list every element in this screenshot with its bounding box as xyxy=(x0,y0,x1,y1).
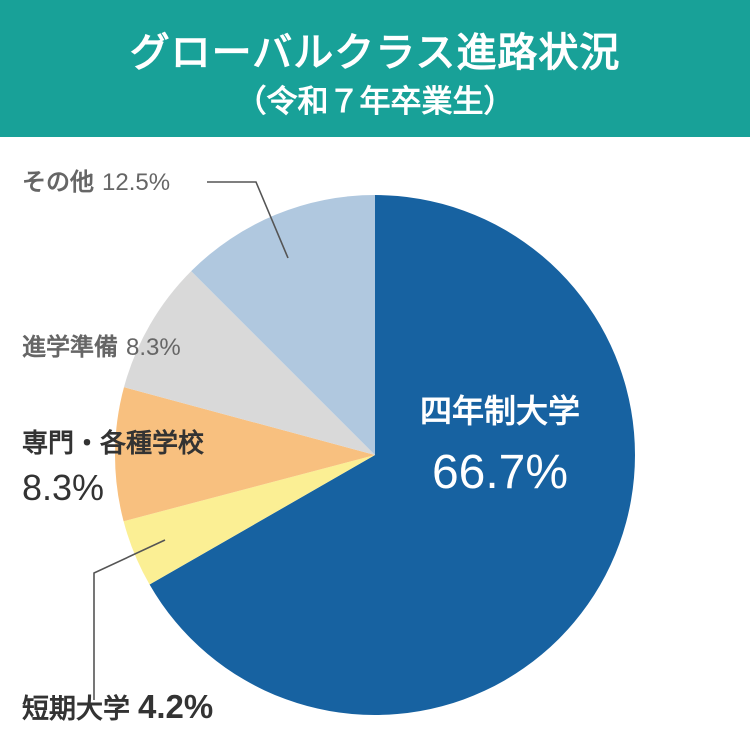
slice-label-university: 四年制大学 xyxy=(420,392,580,430)
value-label-junior-college: 4.2% xyxy=(138,688,213,725)
value-label-preparation: 8.3% xyxy=(126,334,181,361)
slice-label-vocational-school: 専門・各種学校 xyxy=(22,428,205,459)
value-label-other: 12.5% xyxy=(102,169,170,196)
category-label-preparation: 進学準備 xyxy=(22,333,118,361)
leader-line-other xyxy=(207,181,289,259)
title-banner xyxy=(0,0,750,137)
pie-slice-vocational-school xyxy=(114,387,375,522)
category-label-university: 四年制大学 xyxy=(420,392,580,430)
chart-subtitle: （令和７年卒業生） xyxy=(235,84,515,120)
category-label-other: その他 xyxy=(22,168,94,196)
category-label-junior-college: 短期大学 xyxy=(22,693,130,725)
chart-title: グローバルクラス進路状況 xyxy=(129,30,621,76)
pie-slice-university xyxy=(149,195,635,715)
category-label-vocational-school: 専門・各種学校 xyxy=(22,428,205,459)
pie-slice-preparation xyxy=(124,271,375,455)
pie-slice-other xyxy=(191,194,375,455)
slice-label-other: その他 12.5% xyxy=(22,168,170,196)
pie-slice-junior-college xyxy=(123,455,375,585)
slice-label-preparation: 進学準備 8.3% xyxy=(22,333,181,361)
slice-label-junior-college: 短期大学 4.2% xyxy=(22,688,213,725)
leader-line-junior-college xyxy=(93,539,166,700)
value-label-university: 66.7% xyxy=(432,446,568,499)
value-label-vocational-school: 8.3% xyxy=(22,467,104,508)
